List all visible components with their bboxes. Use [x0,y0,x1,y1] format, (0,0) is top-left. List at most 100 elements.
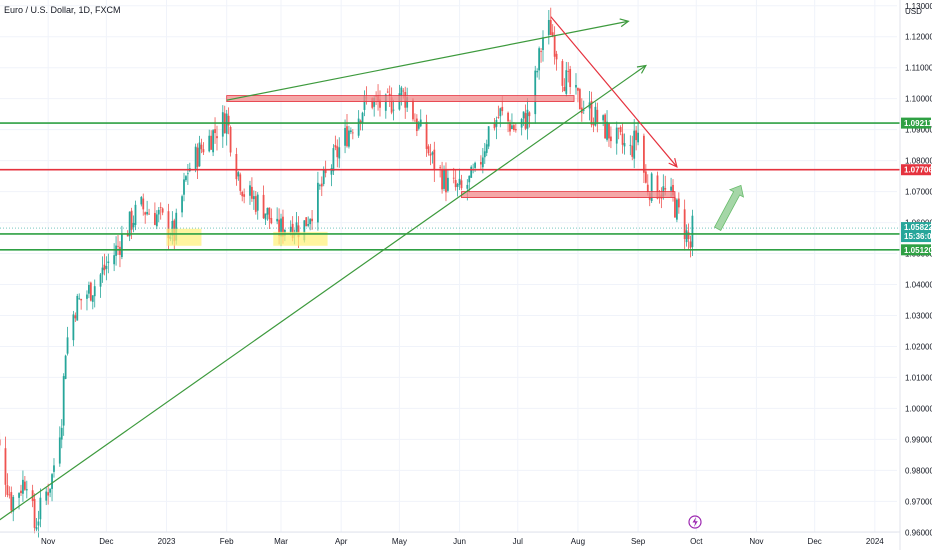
candle-body [590,100,593,125]
candle-body [528,112,531,117]
price-tick-label: 1.03000 [905,311,932,320]
candle-body [66,337,69,354]
price-tick-label: 1.11000 [905,64,932,73]
candle-body [249,185,251,196]
candle-body [336,146,339,158]
candle-body [569,69,572,88]
resistance-zone [226,95,575,102]
candle-body [384,94,387,111]
candle-body [547,19,550,35]
time-tick-label: Feb [220,537,234,546]
candle-body [392,109,395,111]
candle-body [20,490,22,494]
rising-support-trendline-arrowhead [636,64,647,74]
candle-body [229,127,232,153]
candle-body [132,222,135,228]
time-tick-label: Oct [690,537,703,546]
candle-body [635,130,638,141]
price-tags: 1.092111.077061.056331.051201.0582215:36… [901,117,932,256]
candle-body [512,125,515,131]
candle-body [685,230,688,243]
candle-body [338,147,341,159]
candle-body [113,255,116,265]
candle-body [130,210,133,230]
candle-body [181,196,183,213]
candle-body [412,99,414,120]
candle-body [183,179,185,195]
candle-body [227,115,230,126]
price-tick-label: 1.12000 [905,33,932,42]
candle-body [60,427,63,440]
candle-body [433,149,436,170]
price-tag-level-1-09211-label: 1.09211 [904,119,932,128]
candle-body [373,97,376,107]
time-axis[interactable]: OctNovDec2023FebMarAprMayJunJulAugSepOct… [0,531,900,546]
candle-body [643,135,645,173]
candle-body [142,198,145,210]
candle-body [441,169,443,190]
candle-body [99,274,102,287]
alert-icon[interactable] [688,515,702,529]
candle-body [276,218,279,222]
price-tag-level-1-07706-label: 1.07706 [904,166,932,175]
candle-body [159,207,162,208]
candle-body [157,209,160,215]
time-tick-label: 2023 [158,537,176,546]
candle-body [617,127,620,129]
candle-body [93,286,96,297]
candle-body [320,183,323,187]
currency-label[interactable]: USD [905,7,922,16]
candle-body [683,209,686,240]
candle-body [417,123,420,129]
time-tick-label: Nov [749,537,763,546]
candle-body [86,294,88,299]
candle-body [526,109,529,129]
price-tick-label: 0.99000 [905,435,932,444]
candle-body [402,90,405,92]
candle-body [53,465,55,472]
candle-body [363,95,366,110]
candle-body [596,109,599,123]
candle-body [656,175,659,199]
candle-body [64,355,67,379]
candle-body [511,125,513,130]
candle-body [148,213,150,215]
candle-body [509,122,511,132]
candle-body [37,521,40,526]
candle-body [619,127,622,133]
candle-body [171,220,174,236]
price-tick-label: 1.08000 [905,157,932,166]
candle-body [499,108,502,117]
candle-body [8,494,11,496]
highlight-mar [273,231,328,246]
current-price-label: 1.05822 [904,223,932,232]
candle-body [534,70,537,115]
candle-body [592,124,595,126]
candle-body [621,133,624,145]
time-tick-label: Nov [41,537,55,546]
price-axis[interactable]: 0.96000 0.97000 0.98000 0.99000 1.00000 1.010… [899,0,932,550]
candle-body [25,489,28,491]
candle-body [91,295,94,302]
candle-body [470,166,473,178]
candle-body [51,474,53,489]
candle-body [578,89,581,110]
candle-body [153,212,156,225]
candle-body [35,527,38,530]
candle-body [400,87,403,96]
candle-body [565,70,568,94]
candle-body [485,144,488,153]
candle-body [167,211,170,239]
candle-body [196,147,199,167]
candle-body [33,498,36,528]
candle-body [270,218,273,224]
candle-body [359,120,362,124]
candle-body [72,314,75,341]
candle-body [487,126,490,147]
time-tick-label: Aug [571,537,585,546]
horizontal-levels [0,122,900,251]
time-tick-label: Apr [335,537,348,546]
candle-body [650,173,653,202]
candle-body [146,212,149,215]
